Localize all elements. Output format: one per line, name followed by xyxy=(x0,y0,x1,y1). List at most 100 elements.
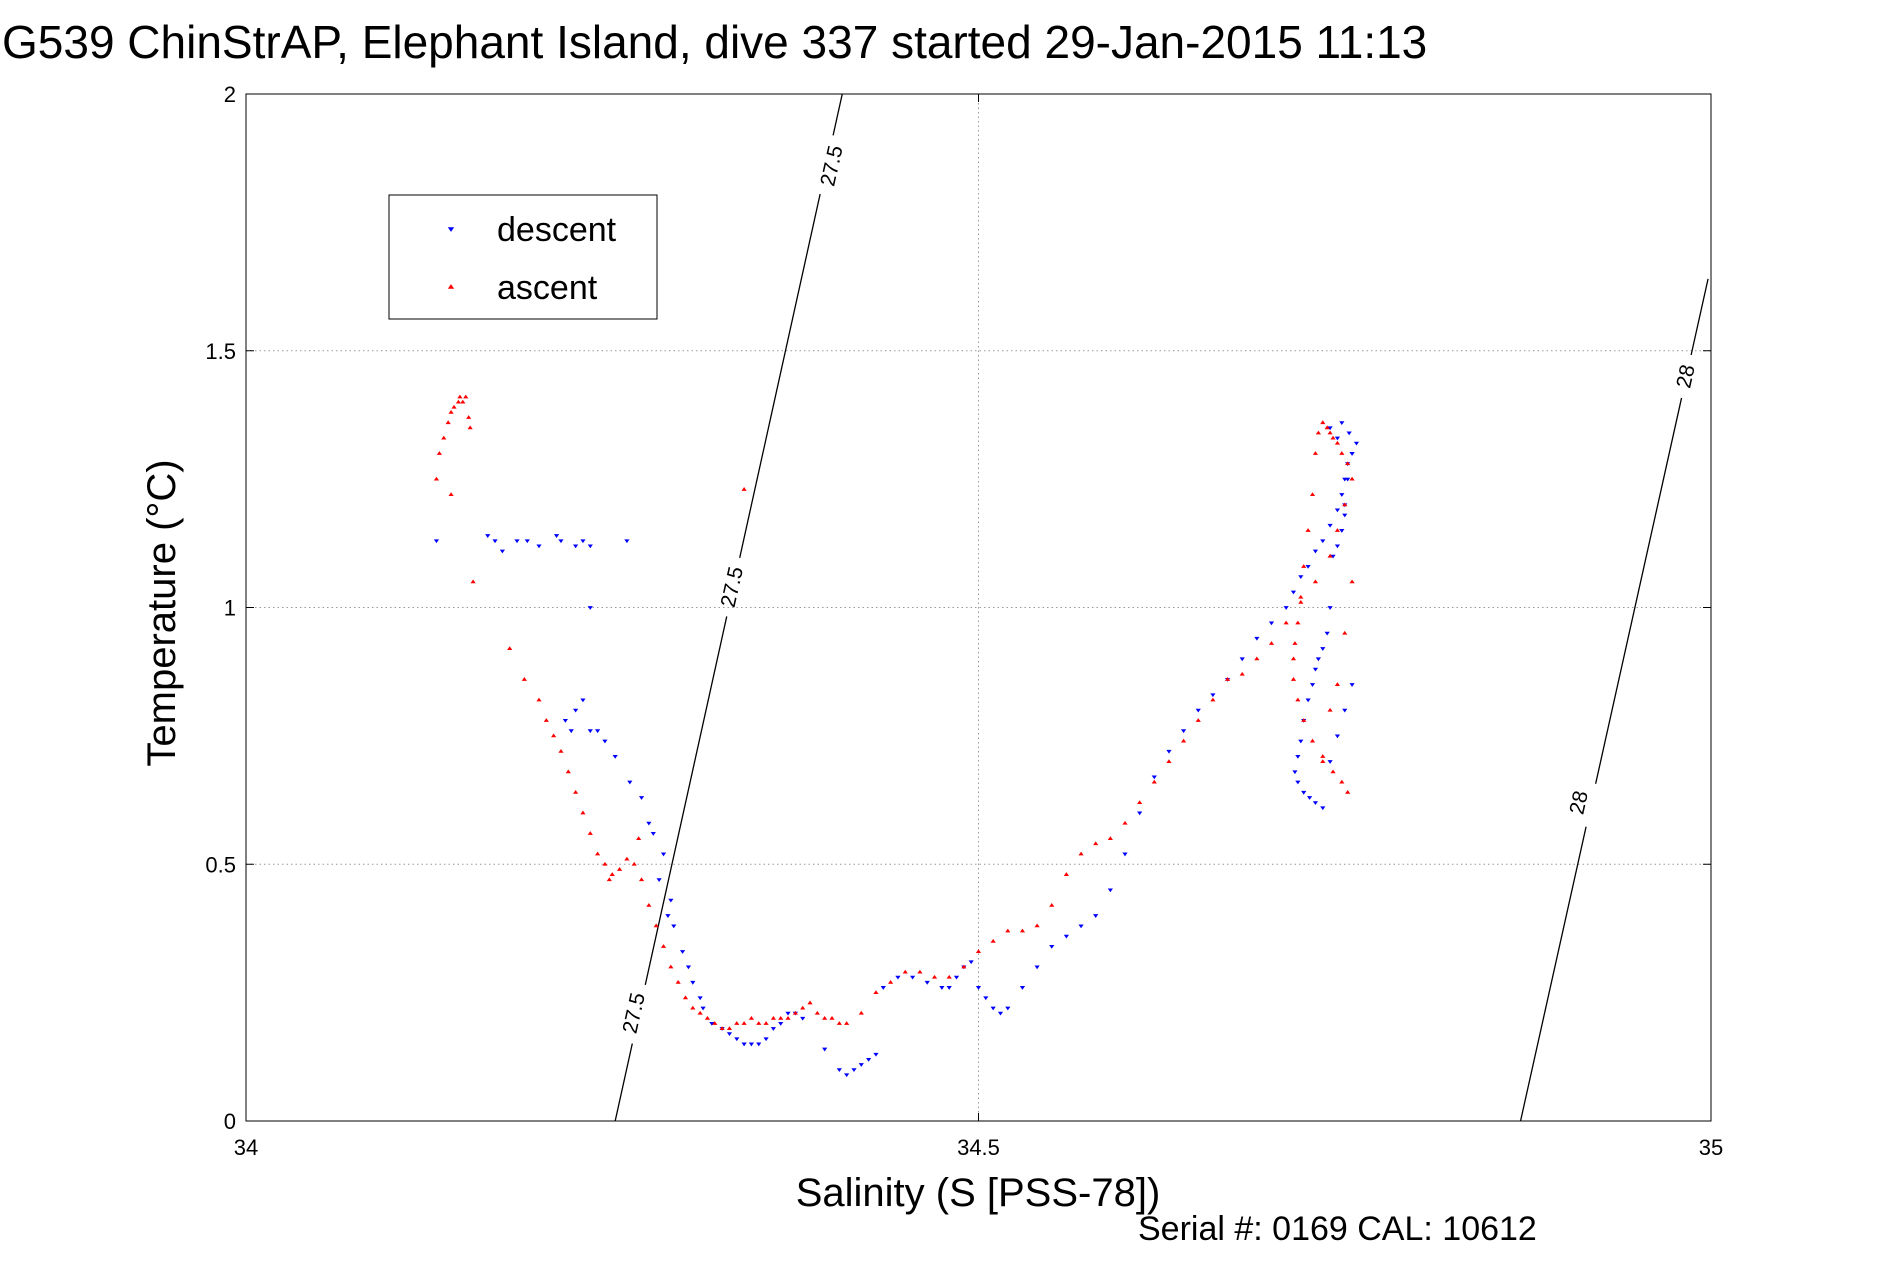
descent-point-64 xyxy=(990,1006,996,1011)
descent-point-50 xyxy=(858,1063,864,1067)
ascent-point-42 xyxy=(726,1026,733,1030)
descent-point-15 xyxy=(587,729,593,734)
ascent-point-10 xyxy=(466,415,472,419)
descent-point-61 xyxy=(968,960,974,965)
ascent-point-126 xyxy=(741,487,747,491)
descent-point-24 xyxy=(656,878,662,882)
descent-point-10 xyxy=(587,544,593,549)
ascent-point-91 xyxy=(1327,553,1333,558)
x-tick-label-1: 34.5 xyxy=(957,1135,1000,1160)
descent-point-7 xyxy=(558,539,564,544)
ascent-point-90 xyxy=(1312,579,1319,584)
ascent-point-100 xyxy=(1324,425,1330,430)
descent-point-112 xyxy=(1312,667,1319,672)
ascent-point-51 xyxy=(792,1010,798,1015)
contour-label-0-1: 27.5 xyxy=(717,565,748,610)
ascent-point-20 xyxy=(565,769,571,774)
legend: descent ascent xyxy=(388,194,658,320)
descent-point-41 xyxy=(770,1027,776,1031)
axis-ticks: 34 34.5 35 0 0.5 1 1.5 2 xyxy=(205,82,1723,1160)
contour-label-1-1: 28 xyxy=(1672,363,1700,391)
descent-point-58 xyxy=(946,986,952,990)
ascent-point-85 xyxy=(1239,671,1245,676)
descent-point-51 xyxy=(866,1057,872,1062)
descent-point-62 xyxy=(975,986,982,990)
descent-point-118 xyxy=(1292,770,1298,775)
ascent-point-77 xyxy=(1122,820,1128,825)
ascent-point-53 xyxy=(807,1000,813,1005)
descent-point-28 xyxy=(679,950,686,954)
contour-1-segment-1 xyxy=(1595,397,1683,784)
ascent-point-38 xyxy=(697,1010,703,1015)
ascent-point-46 xyxy=(756,1021,762,1025)
ascent-point-86 xyxy=(1254,656,1260,661)
ascent-point-25 xyxy=(602,861,608,866)
ascent-point-54 xyxy=(814,1010,820,1015)
ascent-point-37 xyxy=(690,1005,696,1010)
descent-point-39 xyxy=(756,1042,762,1047)
ascent-point-31 xyxy=(646,902,652,907)
descent-point-93 xyxy=(1339,493,1345,497)
descent-point-117 xyxy=(1295,754,1301,759)
descent-point-63 xyxy=(983,996,989,1001)
ascent-point-94 xyxy=(1349,476,1355,481)
contour-label-1-0: 28 xyxy=(1565,789,1593,817)
ascent-point-84 xyxy=(1224,677,1231,681)
ascent-point-57 xyxy=(836,1021,842,1025)
descent-point-71 xyxy=(1078,924,1084,929)
legend-marker-ascent xyxy=(447,284,455,289)
ascent-point-117 xyxy=(1339,779,1345,784)
descent-point-77 xyxy=(1166,749,1172,754)
descent-point-29 xyxy=(685,965,692,970)
descent-point-114 xyxy=(1305,698,1311,703)
descent-point-33 xyxy=(709,1022,715,1026)
ascent-point-58 xyxy=(844,1021,850,1025)
ascent-point-4 xyxy=(448,410,454,414)
descent-point-98 xyxy=(1334,436,1341,441)
y-tick-label-1: 0.5 xyxy=(205,852,236,877)
ascent-point-65 xyxy=(946,974,952,979)
descent-point-27 xyxy=(671,924,677,929)
descent-point-3 xyxy=(499,549,505,554)
ascent-point-74 xyxy=(1078,851,1084,856)
ascent-point-106 xyxy=(1301,564,1307,568)
descent-point-116 xyxy=(1298,739,1304,744)
descent-point-108 xyxy=(1327,606,1333,610)
descent-point-52 xyxy=(873,1052,879,1057)
descent-point-73 xyxy=(1107,888,1113,893)
descent-point-38 xyxy=(748,1042,755,1047)
descent-point-72 xyxy=(1093,914,1099,918)
ascent-point-119 xyxy=(1320,759,1326,763)
descent-point-48 xyxy=(844,1073,850,1078)
ascent-point-66 xyxy=(961,964,967,969)
ascent-point-63 xyxy=(917,969,923,974)
descent-point-46 xyxy=(822,1047,828,1052)
ascent-point-112 xyxy=(1295,697,1301,702)
descent-point-25 xyxy=(668,898,674,903)
ascent-point-18 xyxy=(551,733,557,738)
ascent-point-26 xyxy=(609,872,615,876)
ascent-point-39 xyxy=(704,1015,711,1020)
descent-point-36 xyxy=(734,1037,740,1042)
ascent-point-72 xyxy=(1049,902,1055,907)
descent-point-99 xyxy=(1327,426,1333,431)
descent-point-120 xyxy=(1301,790,1307,795)
y-axis-label: Temperature (°C) xyxy=(140,459,184,766)
descent-point-47 xyxy=(836,1068,842,1072)
ascent-point-89 xyxy=(1298,600,1304,604)
descent-point-83 xyxy=(1254,636,1260,641)
descent-point-105 xyxy=(1339,529,1345,533)
ascent-point-108 xyxy=(1295,620,1301,625)
ascent-point-120 xyxy=(1334,682,1341,686)
ascent-point-114 xyxy=(1309,738,1316,743)
descent-point-88 xyxy=(1305,564,1311,569)
descent-point-14 xyxy=(568,729,574,734)
descent-point-131 xyxy=(553,534,560,538)
descent-point-100 xyxy=(1339,421,1345,425)
ascent-point-99 xyxy=(1327,430,1333,435)
ascent-point-83 xyxy=(1210,697,1216,702)
descent-point-90 xyxy=(1320,539,1326,544)
ascent-point-32 xyxy=(653,923,659,928)
ascent-point-104 xyxy=(1309,492,1316,496)
descent-point-113 xyxy=(1309,683,1316,687)
